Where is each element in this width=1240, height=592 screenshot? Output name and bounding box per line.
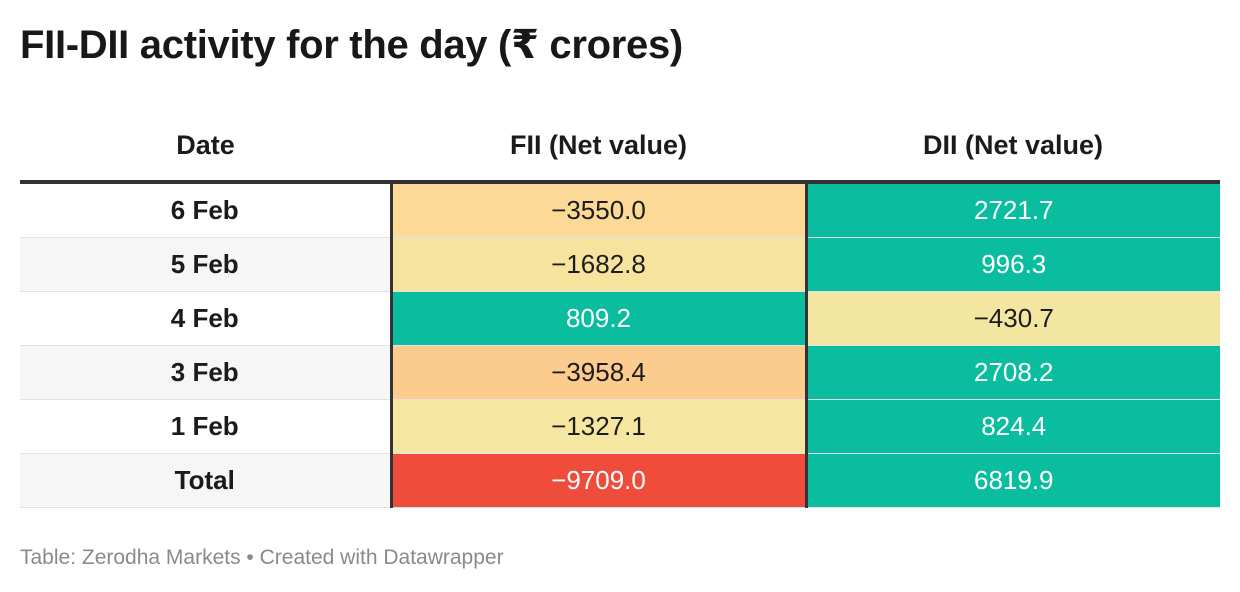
column-header-fii[interactable]: FII (Net value)	[391, 110, 806, 184]
date-cell: Total	[20, 453, 393, 508]
date-cell: 4 Feb	[20, 291, 393, 346]
table-row: 1 Feb −1327.1 824.4	[20, 399, 1220, 454]
date-cell: 6 Feb	[20, 182, 393, 238]
column-header-date[interactable]: Date	[20, 110, 391, 184]
table-row: 5 Feb −1682.8 996.3	[20, 237, 1220, 292]
table-row: 3 Feb −3958.4 2708.2	[20, 345, 1220, 400]
date-cell: 5 Feb	[20, 237, 393, 292]
dii-value-cell: 824.4	[806, 399, 1220, 454]
chart-title: FII-DII activity for the day (₹ crores)	[20, 23, 683, 67]
fii-value-cell: 809.2	[391, 291, 808, 346]
header-row: Date FII (Net value) DII (Net value)	[20, 110, 1220, 184]
column-header-dii: DII (Net value)	[806, 110, 1220, 184]
table-row: 6 Feb −3550.0 2721.7	[20, 182, 1220, 238]
fii-value-cell: −9709.0	[391, 453, 808, 508]
dii-value-cell: 2708.2	[806, 345, 1220, 400]
dii-value-cell: 996.3	[806, 237, 1220, 292]
date-cell: 1 Feb	[20, 399, 393, 454]
fii-value-cell: −1327.1	[391, 399, 808, 454]
table-row: 4 Feb 809.2 −430.7	[20, 291, 1220, 346]
fii-value-cell: −3958.4	[391, 345, 808, 400]
dii-value-cell: −430.7	[806, 291, 1220, 346]
dii-value-cell: 2721.7	[806, 182, 1220, 238]
dii-value-cell: 6819.9	[806, 453, 1220, 508]
fii-value-cell: −1682.8	[391, 237, 808, 292]
date-cell: 3 Feb	[20, 345, 393, 400]
fii-value-cell: −3550.0	[391, 182, 808, 238]
source-footer: Table: Zerodha Markets • Created with Da…	[20, 546, 504, 569]
table-row: Total −9709.0 6819.9	[20, 453, 1220, 508]
fii-dii-table: Date FII (Net value) DII (Net value) 6 F…	[20, 110, 1220, 508]
